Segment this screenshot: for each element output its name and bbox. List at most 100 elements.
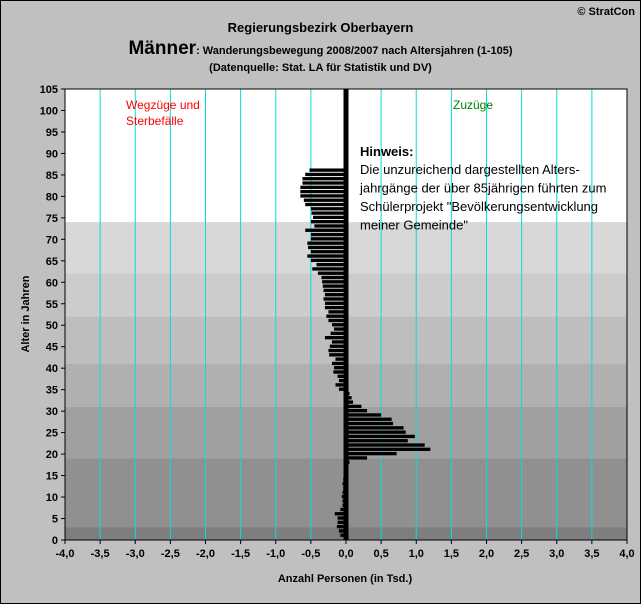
y-tick-label: 105 bbox=[40, 84, 58, 96]
bar bbox=[335, 383, 346, 387]
chart-title-rest: : Wanderungsbewegung 2008/2007 nach Alte… bbox=[196, 45, 513, 57]
bar bbox=[326, 314, 346, 318]
bar bbox=[337, 516, 346, 520]
y-tick-label: 45 bbox=[46, 342, 58, 354]
bar bbox=[307, 254, 346, 258]
bar bbox=[321, 275, 346, 280]
bar bbox=[346, 430, 406, 434]
y-tick-label: 55 bbox=[46, 299, 58, 311]
chart-region-title: Regierungsbezirk Oberbayern bbox=[227, 20, 414, 35]
bar bbox=[329, 353, 346, 357]
bar bbox=[303, 198, 346, 202]
x-tick-label: -1,0 bbox=[266, 548, 285, 560]
x-axis-title: Anzahl Personen (in Tsd.) bbox=[278, 573, 413, 585]
chart-title-main: Männer bbox=[128, 38, 197, 59]
bar bbox=[322, 284, 346, 288]
bar bbox=[324, 305, 346, 310]
y-tick-label: 40 bbox=[46, 363, 58, 375]
y-tick-label: 65 bbox=[46, 256, 58, 268]
x-tick-label: -0,5 bbox=[301, 548, 320, 560]
y-tick-label: 50 bbox=[46, 320, 58, 332]
bar bbox=[331, 361, 346, 366]
x-tick-label: -1,5 bbox=[231, 548, 250, 560]
x-tick-label: 1,0 bbox=[409, 548, 424, 560]
bar bbox=[305, 228, 346, 232]
bar bbox=[328, 318, 346, 323]
x-tick-label: -3,0 bbox=[126, 548, 145, 560]
x-tick-label: 4,0 bbox=[619, 548, 634, 560]
bar bbox=[310, 232, 346, 237]
bar bbox=[300, 194, 346, 198]
bar bbox=[308, 245, 346, 250]
x-tick-label: 3,5 bbox=[584, 548, 599, 560]
bar bbox=[311, 211, 346, 215]
bar bbox=[346, 396, 352, 400]
bar bbox=[346, 451, 397, 456]
bar bbox=[346, 439, 408, 443]
bar bbox=[334, 327, 346, 331]
y-tick-label: 0 bbox=[52, 535, 58, 547]
bar bbox=[310, 207, 346, 211]
y-tick-label: 25 bbox=[46, 428, 58, 440]
bar bbox=[338, 529, 346, 533]
bar bbox=[346, 413, 382, 417]
x-tick-label: -2,5 bbox=[161, 548, 180, 560]
bar bbox=[346, 426, 404, 430]
bar bbox=[324, 293, 346, 297]
bar bbox=[316, 262, 346, 267]
bar bbox=[324, 301, 346, 305]
x-tick-label: 1,5 bbox=[444, 548, 459, 560]
bar bbox=[310, 237, 346, 241]
x-tick-label: -4,0 bbox=[56, 548, 75, 560]
chart-title: Männer: Wanderungsbewegung 2008/2007 nac… bbox=[0, 38, 641, 60]
bar bbox=[346, 400, 354, 404]
bar bbox=[346, 404, 362, 409]
bar bbox=[310, 220, 346, 224]
bar bbox=[346, 421, 394, 426]
bar bbox=[334, 512, 346, 516]
bar bbox=[340, 533, 346, 537]
x-tick-label: -3,5 bbox=[91, 548, 110, 560]
y-axis-title: Alter in Jahren bbox=[20, 275, 32, 352]
y-tick-label: 35 bbox=[46, 385, 58, 397]
annotation-line: jahrgänge der über 85jährigen führten zu… bbox=[359, 181, 606, 196]
chart-source: (Datenquelle: Stat. LA für Statistik und… bbox=[209, 62, 432, 74]
y-tick-label: 85 bbox=[46, 170, 58, 182]
bar bbox=[337, 520, 346, 525]
bar bbox=[322, 280, 346, 284]
bar bbox=[331, 323, 346, 327]
bar bbox=[346, 443, 425, 447]
bar bbox=[314, 224, 346, 228]
bar bbox=[323, 297, 346, 301]
bar bbox=[334, 366, 346, 370]
x-tick-label: 0,0 bbox=[338, 548, 353, 560]
bar bbox=[335, 357, 346, 361]
x-tick-label: -2,0 bbox=[196, 548, 215, 560]
x-tick-label: 2,5 bbox=[514, 548, 529, 560]
copyright-label: © StratCon bbox=[577, 6, 635, 18]
left-side-label: Wegzüge und bbox=[126, 98, 200, 112]
bar bbox=[337, 374, 346, 378]
y-tick-label: 30 bbox=[46, 406, 58, 418]
bar bbox=[336, 524, 346, 529]
bar bbox=[328, 348, 346, 353]
bar bbox=[331, 340, 346, 344]
bar bbox=[330, 331, 346, 336]
y-tick-label: 80 bbox=[46, 191, 58, 203]
bar bbox=[300, 189, 346, 194]
y-tick-label: 75 bbox=[46, 213, 58, 225]
bar bbox=[312, 267, 346, 271]
bar bbox=[310, 250, 346, 254]
bar bbox=[346, 456, 368, 460]
annotation-line: Schülerprojekt "Bevölkerungsentwicklung bbox=[360, 199, 598, 214]
y-tick-label: 90 bbox=[46, 148, 58, 160]
bar bbox=[338, 387, 346, 391]
bar bbox=[346, 417, 392, 421]
bar bbox=[307, 241, 346, 245]
bar bbox=[338, 378, 346, 383]
y-tick-label: 20 bbox=[46, 449, 58, 461]
x-tick-label: 3,0 bbox=[549, 548, 564, 560]
annotation-line: Die unzureichend dargestellten Alters- bbox=[360, 162, 580, 177]
zero-axis-line bbox=[343, 89, 349, 540]
